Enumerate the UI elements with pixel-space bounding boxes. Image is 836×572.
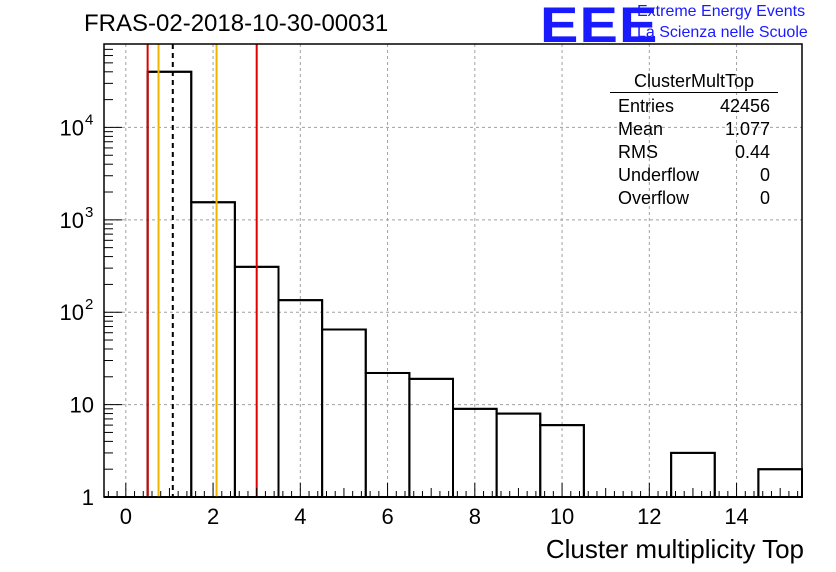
stat-value: 0	[759, 188, 770, 208]
stat-row-rms: RMS 0.44	[610, 141, 778, 164]
y-tick-label: 10	[70, 393, 94, 418]
histogram-bin	[321, 328, 367, 498]
stat-value: 0	[759, 165, 770, 185]
histogram-bin	[146, 70, 193, 498]
y-tick-label: 10	[60, 300, 84, 325]
stat-label: RMS	[618, 142, 658, 162]
plot-frame	[103, 43, 803, 498]
y-tick-label: 10	[60, 115, 84, 140]
x-tick-label: 10	[550, 504, 574, 529]
stat-label: Mean	[618, 119, 664, 139]
stat-row-entries: Entries 42456	[610, 95, 778, 118]
eee-logo: EEE	[540, 0, 659, 53]
stat-value: 42456	[719, 96, 770, 116]
logo-text-line1: Extreme Energy Events	[637, 3, 806, 20]
stat-value: 1.077	[724, 119, 770, 139]
y-tick-exponent: 2	[85, 296, 93, 313]
histogram-bin	[495, 412, 542, 498]
logo-text-line2: La Scienza nelle Scuole	[637, 24, 808, 41]
x-tick-label: 0	[120, 504, 132, 529]
x-tick-label: 14	[724, 504, 748, 529]
y-tick-exponent: 4	[85, 111, 93, 128]
stat-label: Underflow	[618, 165, 700, 185]
stat-label: Overflow	[618, 188, 690, 208]
x-axis-label: Cluster multiplicity Top	[545, 534, 804, 564]
x-tick-label: 2	[207, 504, 219, 529]
histogram-bin	[408, 377, 454, 498]
x-tick-label: 6	[381, 504, 393, 529]
stat-row-mean: Mean 1.077	[610, 118, 778, 141]
y-tick-exponent: 3	[85, 204, 93, 221]
x-tick-label: 8	[469, 504, 481, 529]
chart-title: FRAS-02-2018-10-30-00031	[84, 10, 389, 37]
x-tick-label: 4	[294, 504, 306, 529]
stat-label: Entries	[618, 96, 675, 116]
stat-value: 0.44	[734, 142, 770, 162]
stat-row-underflow: Underflow 0	[610, 164, 778, 187]
y-tick-label: 10	[60, 208, 84, 233]
stat-row-overflow: Overflow 0	[610, 187, 778, 210]
stats-title: ClusterMultTop	[610, 70, 778, 93]
x-tick-label: 12	[637, 504, 661, 529]
stats-box: ClusterMultTop Entries 42456 Mean 1.077 …	[610, 70, 778, 210]
y-tick-label: 1	[82, 485, 94, 510]
